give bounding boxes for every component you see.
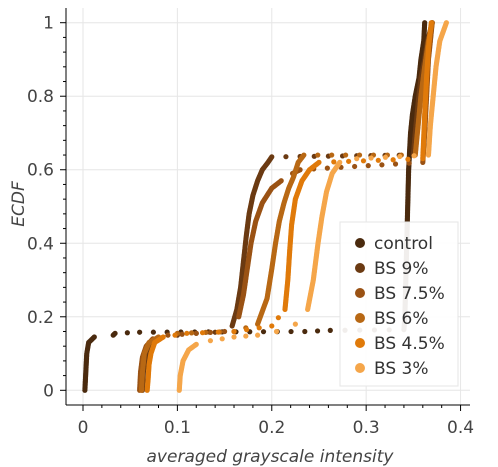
data-point [337, 159, 343, 165]
data-point [422, 20, 428, 26]
data-point [331, 159, 337, 165]
data-point [365, 163, 371, 169]
legend-marker [355, 238, 365, 248]
data-point [255, 332, 261, 338]
data-point [288, 328, 294, 335]
data-point [443, 20, 450, 26]
data-point [91, 334, 97, 340]
data-point [329, 152, 335, 158]
data-point [215, 329, 221, 335]
data-point [269, 154, 275, 160]
x-tick-label: 0.3 [353, 418, 380, 438]
legend-marker [355, 338, 365, 348]
data-point [356, 152, 363, 158]
data-point [193, 341, 199, 347]
data-point [199, 330, 206, 336]
data-point [382, 154, 389, 160]
data-point [368, 155, 374, 161]
data-point [231, 328, 237, 335]
y-tick-label: 0.8 [27, 87, 54, 107]
legend-marker [355, 263, 365, 273]
data-point [150, 329, 156, 335]
data-point [184, 330, 190, 336]
legend-label: BS 4.5% [374, 334, 445, 354]
axes: 0 0.1 0.2 0.3 0.4 0 0.2 0.4 0.6 0.8 1 [27, 8, 474, 438]
series-bs-3- [176, 20, 450, 393]
y-tick-label: 0.4 [27, 234, 54, 254]
data-point [207, 338, 214, 344]
data-point [302, 328, 308, 335]
data-point [327, 327, 333, 333]
data-point [260, 329, 267, 335]
data-point [375, 157, 381, 163]
data-point [207, 329, 214, 335]
x-tick-label: 0.1 [164, 418, 191, 438]
data-point [346, 158, 352, 164]
data-point [193, 330, 199, 336]
data-point [221, 328, 228, 335]
data-point [379, 162, 385, 168]
data-point [172, 332, 178, 338]
data-point [352, 163, 358, 170]
data-point [360, 158, 367, 164]
data-point [124, 330, 130, 336]
data-point [278, 178, 284, 184]
series-bs-6- [138, 20, 435, 393]
data-point [411, 153, 417, 159]
data-point [390, 157, 396, 163]
y-tick-label: 1 [43, 14, 54, 34]
data-point [301, 152, 307, 158]
data-point [269, 323, 275, 329]
data-point [316, 159, 322, 165]
data-point [392, 161, 399, 167]
x-axis-label: averaged grayscale intensity [147, 447, 395, 467]
legend-marker [355, 363, 365, 373]
data-point [165, 332, 171, 338]
legend-label: BS 3% [374, 359, 429, 379]
y-tick-label: 0 [43, 381, 54, 401]
legend-label: BS 7.5% [374, 284, 445, 304]
legend-label: BS 9% [374, 259, 429, 279]
legend-label: BS 6% [374, 309, 429, 329]
data-point [354, 156, 360, 162]
data-point [219, 336, 225, 342]
data-point [160, 334, 166, 340]
data-point [243, 333, 249, 339]
data-point [406, 160, 412, 166]
data-point [315, 152, 321, 158]
y-axis-label: ECDF [9, 181, 29, 227]
data-point [343, 152, 349, 158]
data-point [188, 330, 195, 336]
data-point [275, 315, 281, 321]
x-tick-label: 0.2 [258, 418, 285, 438]
y-tick-label: 0.2 [27, 308, 54, 328]
data-point [428, 20, 434, 26]
data-point [244, 327, 250, 333]
data-point [292, 321, 298, 327]
data-point [324, 165, 330, 171]
legend-marker [355, 313, 365, 323]
data-point [283, 154, 289, 160]
data-point [179, 331, 185, 337]
y-tick-label: 0.6 [27, 161, 54, 181]
legend: control BS 9% BS 7.5% BS 6% BS 4.5% BS 3% [339, 221, 459, 387]
grid-lines [66, 8, 470, 405]
data-point [137, 329, 143, 335]
x-tick-label: 0 [78, 418, 89, 438]
legend-box [339, 221, 459, 387]
data-point [273, 328, 280, 335]
data-point [256, 325, 262, 331]
data-point [231, 334, 237, 340]
series-bs-4-5- [144, 20, 434, 393]
data-point [112, 330, 118, 336]
legend-marker [355, 288, 365, 298]
x-tick-label: 0.4 [447, 418, 474, 438]
legend-label: control [374, 234, 433, 254]
data-point [397, 153, 403, 160]
data-point [405, 156, 411, 162]
data-point [314, 328, 321, 334]
